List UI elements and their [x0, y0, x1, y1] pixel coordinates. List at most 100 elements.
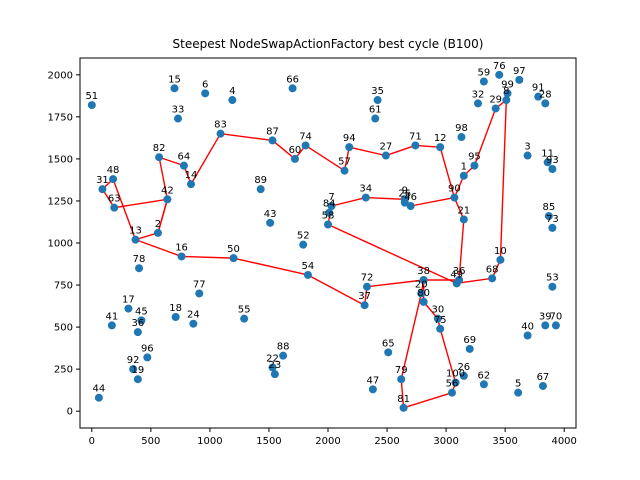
point-label: 49	[450, 269, 463, 280]
data-point	[515, 75, 524, 84]
data-point	[488, 274, 497, 283]
point-label: 27	[379, 142, 392, 153]
cycle-segment	[327, 223, 458, 285]
x-axis: 0 500 1000 1500 2000 2500 3000 3500 4000	[89, 428, 577, 447]
x-tick-label: 0	[89, 436, 95, 447]
data-point	[541, 321, 550, 330]
data-point	[470, 161, 479, 170]
data-point	[491, 104, 500, 113]
point-label: 11	[541, 148, 554, 159]
x-tick-label: 2500	[374, 436, 399, 447]
cycle-segment	[158, 157, 169, 200]
data-point	[171, 313, 180, 321]
point-label: 36	[453, 266, 466, 277]
data-point	[110, 203, 119, 212]
data-point	[201, 89, 210, 98]
point-label: 96	[141, 343, 154, 354]
point-label: 94	[343, 133, 356, 144]
point-label: 100	[446, 369, 465, 380]
point-label: 28	[539, 89, 552, 100]
data-point	[135, 264, 144, 273]
point-label: 74	[299, 131, 312, 142]
cycle-segment	[114, 198, 168, 209]
data-point	[459, 215, 468, 224]
point-label: 10	[494, 246, 507, 257]
data-point	[503, 89, 512, 98]
point-label: 14	[185, 170, 198, 181]
data-point	[534, 92, 543, 101]
point-label: 76	[493, 61, 506, 72]
x-tick-label: 4000	[551, 436, 576, 447]
point-label: 35	[371, 86, 384, 97]
data-point	[451, 378, 460, 387]
data-point	[299, 240, 308, 249]
point-label: 19	[131, 365, 144, 376]
data-point	[548, 165, 557, 173]
y-tick-label: 500	[54, 323, 73, 334]
point-label: 26	[398, 189, 411, 200]
data-point	[340, 166, 349, 175]
point-label: 54	[302, 261, 315, 272]
data-point	[450, 193, 459, 202]
cycle-segment	[385, 144, 416, 157]
point-label: 57	[338, 157, 351, 168]
point-label: 44	[93, 384, 106, 395]
point-label: 51	[85, 91, 98, 102]
point-label: 42	[161, 185, 174, 196]
data-point	[397, 375, 406, 384]
data-point	[133, 328, 142, 337]
cycle-segment	[233, 257, 309, 276]
point-label: 16	[175, 242, 188, 253]
point-label: 89	[254, 175, 267, 186]
data-point	[411, 141, 420, 150]
point-label: 61	[369, 105, 382, 116]
point-label: 97	[513, 66, 526, 77]
point-label: 70	[550, 311, 563, 322]
data-point	[433, 314, 442, 323]
data-point	[325, 208, 334, 217]
data-points	[87, 70, 560, 412]
data-point	[216, 129, 225, 138]
point-label: 75	[434, 315, 447, 326]
cycle-segment	[499, 100, 508, 260]
data-point	[362, 282, 371, 291]
data-point	[523, 331, 532, 340]
point-label: 55	[238, 305, 251, 316]
x-tick-label: 2000	[315, 436, 340, 447]
point-label: 20	[415, 279, 428, 290]
data-point	[124, 304, 133, 313]
y-tick-label: 1750	[48, 112, 73, 123]
cycle-segment	[220, 132, 273, 142]
cycle-segment	[112, 178, 137, 240]
point-label: 45	[135, 306, 148, 317]
data-point	[98, 185, 107, 194]
data-point	[268, 363, 277, 372]
cycle-segment	[307, 274, 365, 306]
point-label: 1	[461, 162, 467, 173]
data-point	[541, 99, 550, 108]
data-point	[179, 161, 188, 170]
data-point	[94, 393, 103, 402]
point-label: 56	[446, 379, 459, 390]
data-point	[368, 385, 377, 394]
point-label: 8	[503, 86, 509, 97]
cycle-segment	[439, 328, 457, 383]
data-point	[452, 279, 461, 288]
data-point	[543, 158, 552, 167]
point-label: 68	[486, 264, 499, 275]
data-point	[153, 228, 162, 237]
point-label: 73	[546, 214, 559, 225]
data-point	[266, 218, 275, 227]
point-label: 5	[515, 379, 521, 390]
point-label: 53	[546, 273, 559, 284]
x-tick-label: 3500	[492, 436, 517, 447]
point-label: 29	[489, 94, 502, 105]
cycle-segment	[331, 196, 366, 207]
point-label: 77	[193, 279, 206, 290]
point-label: 7	[328, 192, 334, 203]
cycle-segment	[365, 196, 405, 200]
point-label: 17	[122, 295, 135, 306]
point-label: 46	[404, 192, 417, 203]
data-point	[345, 143, 354, 152]
point-label: 83	[214, 120, 227, 131]
